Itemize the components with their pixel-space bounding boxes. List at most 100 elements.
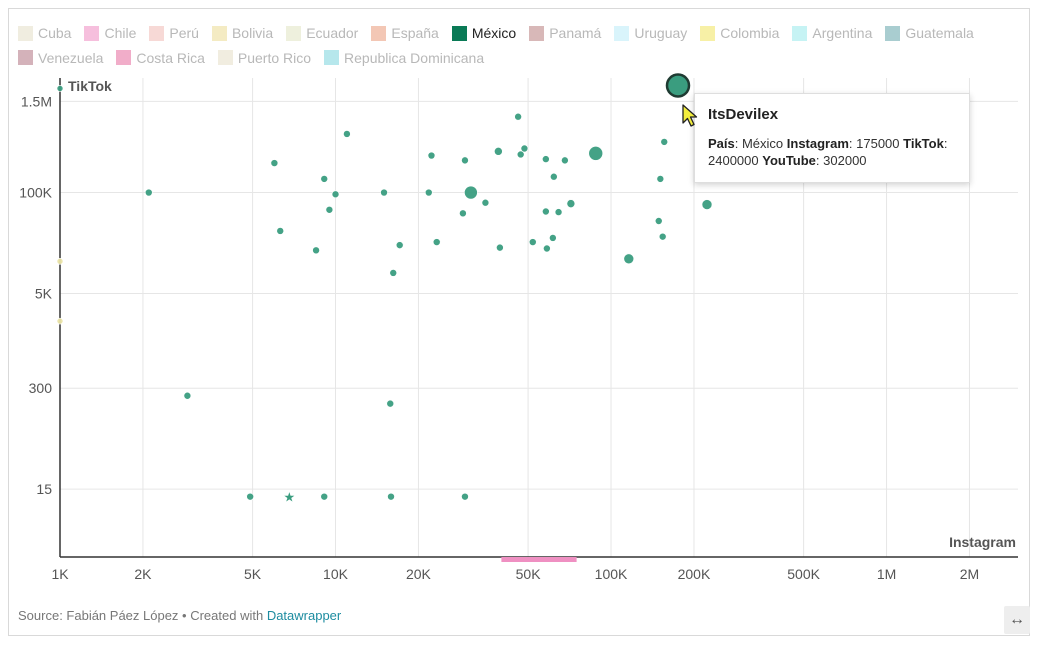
data-point: [56, 317, 64, 325]
data-point: [550, 172, 558, 181]
legend-item-bolivia[interactable]: Bolivia: [211, 22, 274, 44]
data-point: [144, 188, 153, 197]
x-tick-label: 5K: [244, 566, 262, 582]
legend-label: Panamá: [549, 25, 602, 41]
legend-swatch: [149, 25, 165, 41]
data-point: [387, 492, 395, 501]
legend-swatch: [84, 25, 100, 41]
data-point: [554, 208, 563, 216]
data-point: [343, 130, 351, 138]
y-tick-label: 300: [29, 380, 53, 396]
y-tick-label: 1.5M: [21, 93, 52, 109]
footer-source: Source: Fabián Páez López • Created with: [18, 608, 267, 623]
x-tick-label: 100K: [595, 566, 628, 582]
mouse-cursor-icon: [682, 104, 698, 127]
legend-label: España: [391, 25, 439, 41]
legend-item-costa-rica[interactable]: Costa Rica: [116, 47, 205, 69]
tooltip-pais-value: : México: [734, 136, 787, 151]
data-point: [276, 227, 285, 235]
legend-item-guatemala[interactable]: Guatemala: [885, 22, 974, 44]
x-tick-label: 1M: [877, 566, 896, 582]
legend-label: Republica Dominicana: [344, 49, 485, 66]
legend-item-méxico[interactable]: México: [451, 22, 517, 44]
data-point: [56, 257, 64, 265]
data-point: [561, 156, 569, 165]
data-point: [588, 146, 604, 161]
legend-label: Puerto Rico: [237, 49, 312, 66]
legend-item-panamá[interactable]: Panamá: [529, 22, 601, 44]
data-point: [461, 492, 469, 501]
legend-swatch: [217, 50, 233, 65]
legend-item-ecuador[interactable]: Ecuador: [286, 22, 358, 44]
legend-item-republica-dominicana[interactable]: Republica Dominicana: [324, 47, 484, 69]
data-point: [660, 138, 669, 146]
y-tick-label: 5K: [35, 285, 53, 301]
x-axis-title: Instagram: [949, 534, 1016, 550]
data-point: [464, 185, 478, 200]
legend-item-colombia[interactable]: Colombia: [700, 22, 779, 44]
x-tick-label: 2M: [960, 566, 979, 582]
legend-swatch: [614, 25, 630, 41]
data-point: [183, 391, 192, 400]
legend-item-uruguay[interactable]: Uruguay: [614, 22, 687, 44]
data-point: [656, 175, 665, 183]
x-tick-label: 200K: [678, 566, 711, 582]
data-point: [658, 232, 667, 241]
legend-item-perú[interactable]: Perú: [149, 22, 199, 44]
legend-item-venezuela[interactable]: Venezuela: [18, 47, 103, 69]
data-point: [459, 209, 467, 218]
data-point: [312, 246, 320, 255]
tooltip: ItsDevilex País: México Instagram: 17500…: [694, 93, 970, 183]
legend-label: Colombia: [720, 25, 780, 41]
legend-swatch: [885, 25, 901, 41]
data-point: [701, 199, 713, 210]
legend-label: Cuba: [38, 25, 72, 41]
data-point: [496, 243, 504, 252]
x-tick-label: 1K: [51, 566, 69, 582]
legend-item-argentina[interactable]: Argentina: [792, 22, 872, 44]
legend-swatch: [18, 50, 33, 65]
data-point-highlighted: [665, 73, 691, 98]
legend-label: Bolivia: [231, 25, 274, 41]
legend-label: Uruguay: [634, 25, 688, 41]
data-point: [516, 150, 525, 159]
data-point: [542, 207, 550, 216]
data-point: [494, 147, 503, 156]
data-point: [56, 85, 64, 92]
tooltip-tiktok-value: : 2400000: [708, 136, 948, 168]
data-point: [380, 188, 388, 197]
x-tick-label: 500K: [787, 566, 820, 582]
legend-swatch: [371, 25, 387, 41]
legend-label: Costa Rica: [136, 49, 205, 66]
data-point: [549, 234, 557, 242]
tooltip-tiktok-label: TikTok: [903, 136, 944, 151]
legend-swatch: [18, 25, 33, 41]
data-point: [654, 217, 663, 225]
legend-label: Venezuela: [38, 49, 104, 66]
expand-button[interactable]: ↔: [1004, 606, 1030, 634]
legend-label: México: [471, 25, 517, 41]
data-point: [320, 492, 329, 501]
legend-swatch: [700, 25, 716, 41]
legend-label: Ecuador: [306, 25, 359, 41]
x-tick-label: 10K: [323, 566, 349, 582]
legend-item-puerto-rico[interactable]: Puerto Rico: [217, 47, 312, 69]
data-point: [395, 241, 404, 249]
axis-highlight: [501, 557, 577, 562]
legend-item-españa[interactable]: España: [371, 22, 439, 44]
expand-arrows-icon: ↔: [1009, 611, 1025, 628]
tooltip-pais-label: País: [708, 136, 735, 151]
data-point: [389, 269, 398, 277]
data-point: [432, 238, 441, 246]
data-point: [542, 155, 550, 163]
data-point: [623, 253, 635, 265]
legend-item-cuba[interactable]: Cuba: [18, 22, 71, 44]
tooltip-body: País: México Instagram: 175000 TikTok: 2…: [708, 135, 956, 169]
y-tick-label: 15: [36, 481, 52, 497]
data-point: [320, 175, 329, 183]
legend-item-chile[interactable]: Chile: [84, 22, 136, 44]
data-point: [270, 159, 279, 167]
tooltip-instagram-label: Instagram: [786, 136, 849, 151]
datawrapper-link[interactable]: Datawrapper: [266, 608, 342, 623]
